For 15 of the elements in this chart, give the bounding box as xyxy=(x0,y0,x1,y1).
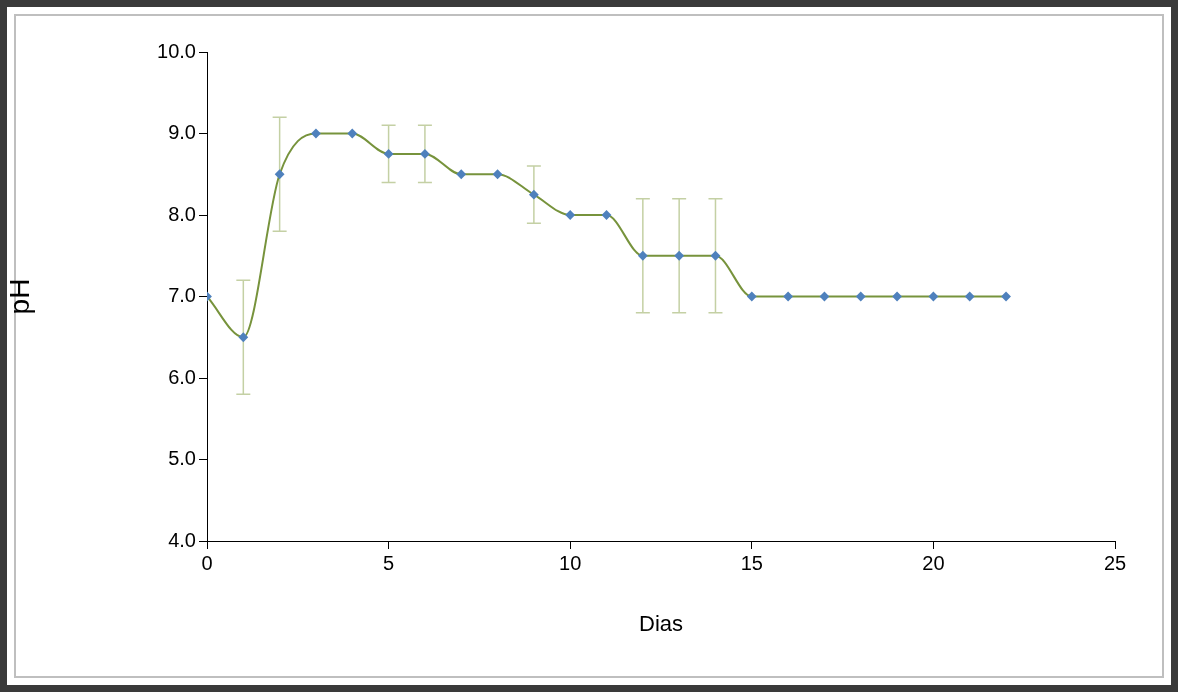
y-tick-label: 6.0 xyxy=(168,365,196,388)
y-tick-label: 7.0 xyxy=(168,284,196,307)
y-tick-label: 4.0 xyxy=(168,528,196,551)
x-tick-label: 0 xyxy=(201,551,213,574)
x-axis-title: Dias xyxy=(638,610,684,636)
y-tick-label: 9.0 xyxy=(168,121,196,144)
x-tick-label: 5 xyxy=(383,551,395,574)
x-tick-label: 10 xyxy=(559,551,582,574)
y-tick-label: 10.0 xyxy=(157,39,196,62)
y-tick-label: 8.0 xyxy=(168,202,196,225)
x-tick-label: 25 xyxy=(1103,551,1127,574)
y-axis-title: pH xyxy=(3,278,35,315)
y-tick-label: 5.0 xyxy=(168,447,196,470)
x-tick-label: 20 xyxy=(922,551,945,574)
x-tick-label: 15 xyxy=(740,551,763,574)
